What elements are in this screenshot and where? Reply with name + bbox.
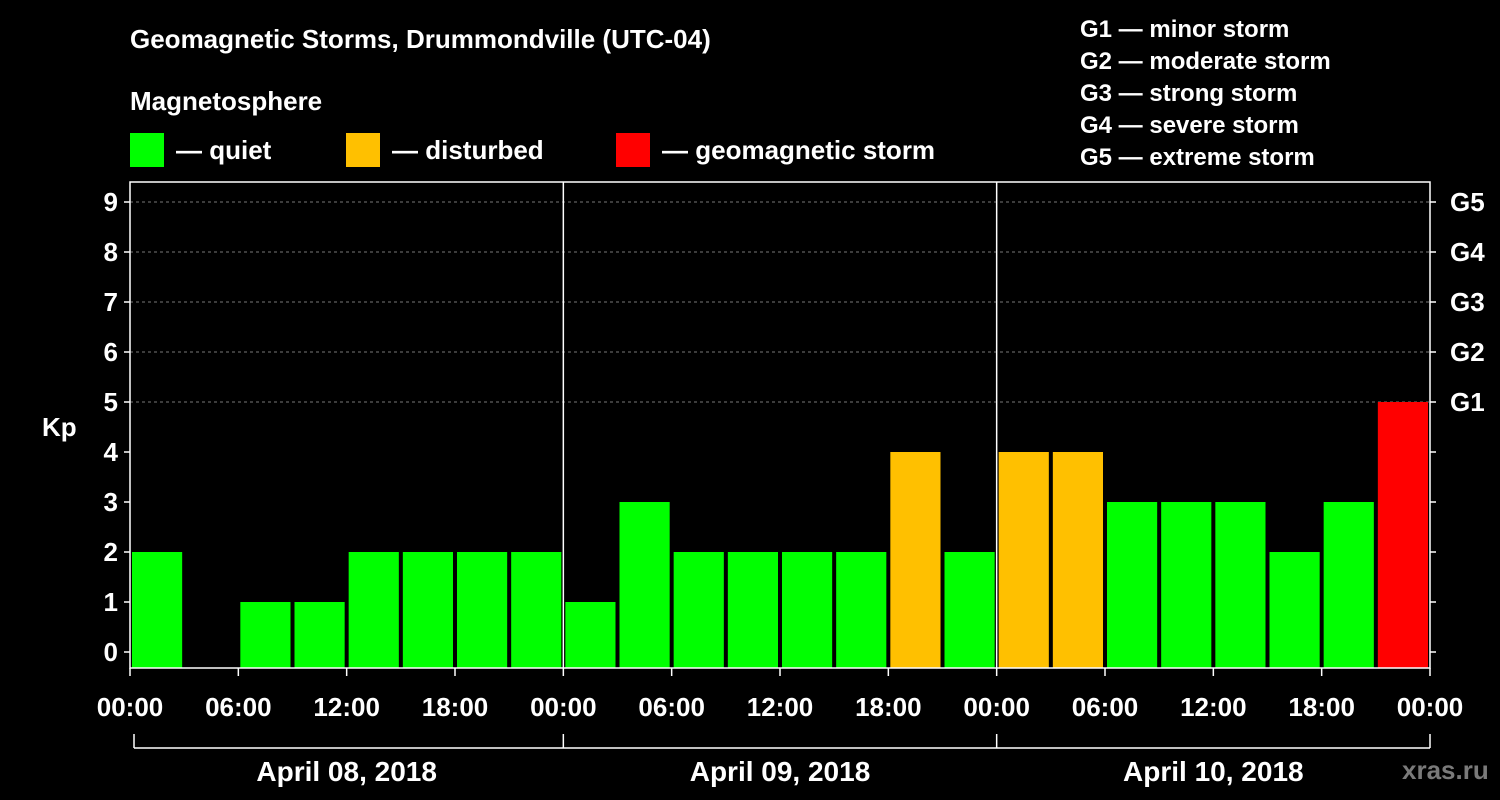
kp-bar [944, 552, 995, 668]
x-tick-label: 00:00 [1397, 692, 1464, 722]
kp-bar [836, 552, 887, 668]
kp-bar [1215, 502, 1266, 668]
kp-bar [998, 452, 1049, 668]
x-tick-label: 18:00 [855, 692, 922, 722]
kp-bar [1377, 402, 1428, 668]
kp-bar [565, 602, 616, 668]
kp-bar [673, 552, 724, 668]
kp-bar [1052, 452, 1103, 668]
y-tick-label: 8 [104, 237, 118, 267]
y-axis-label: Kp [42, 412, 77, 442]
y-tick-label: 9 [104, 187, 118, 217]
watermark: xras.ru [1402, 755, 1489, 785]
day-label: April 09, 2018 [690, 756, 871, 787]
legend-label-disturbed: — disturbed [392, 135, 544, 165]
y-tick-label: 5 [104, 387, 118, 417]
x-tick-label: 06:00 [638, 692, 705, 722]
x-tick-label: 06:00 [205, 692, 272, 722]
kp-bar [294, 602, 345, 668]
kp-bar [890, 452, 941, 668]
x-tick-label: 12:00 [313, 692, 380, 722]
x-tick-label: 18:00 [1288, 692, 1355, 722]
kp-bar [782, 552, 833, 668]
y-tick-label: 2 [104, 537, 118, 567]
chart-title: Geomagnetic Storms, Drummondville (UTC-0… [130, 24, 711, 54]
storm-scale-g5: G5 — extreme storm [1080, 144, 1315, 171]
x-tick-label: 12:00 [1180, 692, 1247, 722]
kp-bar [240, 602, 291, 668]
chart-subtitle: Magnetosphere [130, 86, 323, 116]
y-tick-label: 3 [104, 487, 118, 517]
kp-bar [511, 552, 562, 668]
right-tick-label: G3 [1450, 287, 1485, 317]
y-tick-label: 4 [104, 437, 119, 467]
right-tick-label: G4 [1450, 237, 1485, 267]
kp-bar [1107, 502, 1158, 668]
right-tick-label: G5 [1450, 187, 1485, 217]
storm-scale-g2: G2 — moderate storm [1080, 48, 1331, 75]
y-tick-label: 7 [104, 287, 118, 317]
storm-scale-g4: G4 — severe storm [1080, 112, 1299, 139]
x-tick-label: 00:00 [530, 692, 597, 722]
storm-scale-g1: G1 — minor storm [1080, 16, 1290, 43]
kp-bar [402, 552, 453, 668]
storm-scale-list: G1 — minor storm G2 — moderate storm G3 … [1080, 14, 1331, 174]
day-label: April 08, 2018 [256, 756, 437, 787]
x-tick-label: 00:00 [97, 692, 164, 722]
legend-label-storm: — geomagnetic storm [662, 135, 936, 165]
kp-bar [457, 552, 508, 668]
legend-swatch-disturbed [346, 133, 380, 167]
y-tick-label: 1 [104, 587, 118, 617]
right-tick-label: G1 [1450, 387, 1485, 417]
kp-bar [1161, 502, 1212, 668]
x-tick-label: 12:00 [747, 692, 814, 722]
kp-bar [132, 552, 183, 668]
legend-label-quiet: — quiet [176, 135, 272, 165]
x-tick-label: 18:00 [422, 692, 489, 722]
x-tick-label: 00:00 [963, 692, 1030, 722]
legend-swatch-quiet [130, 133, 164, 167]
y-tick-label: 6 [104, 337, 118, 367]
kp-bar [619, 502, 670, 668]
legend-swatch-storm [616, 133, 650, 167]
y-tick-label: 0 [104, 637, 118, 667]
kp-bar [1269, 552, 1320, 668]
storm-scale-g3: G3 — strong storm [1080, 80, 1298, 107]
kp-bar [1323, 502, 1374, 668]
x-tick-label: 06:00 [1072, 692, 1139, 722]
right-tick-label: G2 [1450, 337, 1485, 367]
day-label: April 10, 2018 [1123, 756, 1304, 787]
kp-bar [727, 552, 778, 668]
kp-bar [348, 552, 399, 668]
